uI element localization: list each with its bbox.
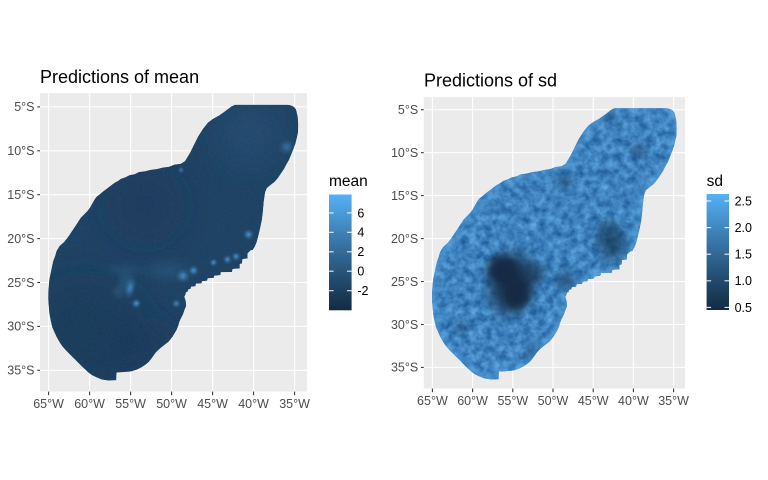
svg-text:15°S: 15°S [391, 189, 418, 203]
svg-text:0: 0 [357, 265, 364, 279]
svg-text:20°S: 20°S [7, 232, 34, 246]
svg-text:2: 2 [357, 245, 364, 259]
svg-text:10°S: 10°S [391, 146, 418, 160]
svg-text:5°S: 5°S [14, 100, 34, 114]
svg-text:mean: mean [329, 173, 368, 190]
svg-text:30°S: 30°S [391, 318, 418, 332]
svg-text:65°W: 65°W [417, 394, 448, 408]
svg-text:45°W: 45°W [578, 394, 609, 408]
svg-text:Predictions of sd: Predictions of sd [424, 71, 557, 91]
svg-text:55°W: 55°W [115, 397, 146, 411]
svg-text:6: 6 [357, 206, 364, 220]
svg-text:40°W: 40°W [238, 397, 269, 411]
svg-text:0.5: 0.5 [735, 301, 752, 315]
svg-text:25°S: 25°S [391, 275, 418, 289]
svg-text:15°S: 15°S [7, 188, 34, 202]
svg-text:2.5: 2.5 [735, 194, 752, 208]
svg-text:50°W: 50°W [538, 394, 569, 408]
svg-text:5°S: 5°S [398, 103, 418, 117]
svg-text:Predictions of mean: Predictions of mean [40, 67, 199, 87]
svg-text:45°W: 45°W [197, 397, 228, 411]
svg-text:25°S: 25°S [7, 276, 34, 290]
svg-text:35°S: 35°S [7, 364, 34, 378]
svg-text:35°W: 35°W [279, 397, 310, 411]
svg-text:sd: sd [707, 173, 723, 190]
svg-text:65°W: 65°W [33, 397, 64, 411]
svg-text:35°S: 35°S [391, 361, 418, 375]
svg-text:20°S: 20°S [391, 232, 418, 246]
svg-text:55°W: 55°W [497, 394, 528, 408]
svg-text:1.0: 1.0 [735, 274, 752, 288]
svg-text:60°W: 60°W [74, 397, 105, 411]
svg-text:35°W: 35°W [658, 394, 689, 408]
svg-text:50°W: 50°W [156, 397, 187, 411]
svg-text:40°W: 40°W [618, 394, 649, 408]
svg-text:2.0: 2.0 [735, 221, 752, 235]
svg-text:30°S: 30°S [7, 320, 34, 334]
svg-text:10°S: 10°S [7, 144, 34, 158]
svg-text:4: 4 [357, 226, 364, 240]
svg-text:60°W: 60°W [457, 394, 488, 408]
svg-text:-2: -2 [357, 284, 368, 298]
svg-text:1.5: 1.5 [735, 248, 752, 262]
